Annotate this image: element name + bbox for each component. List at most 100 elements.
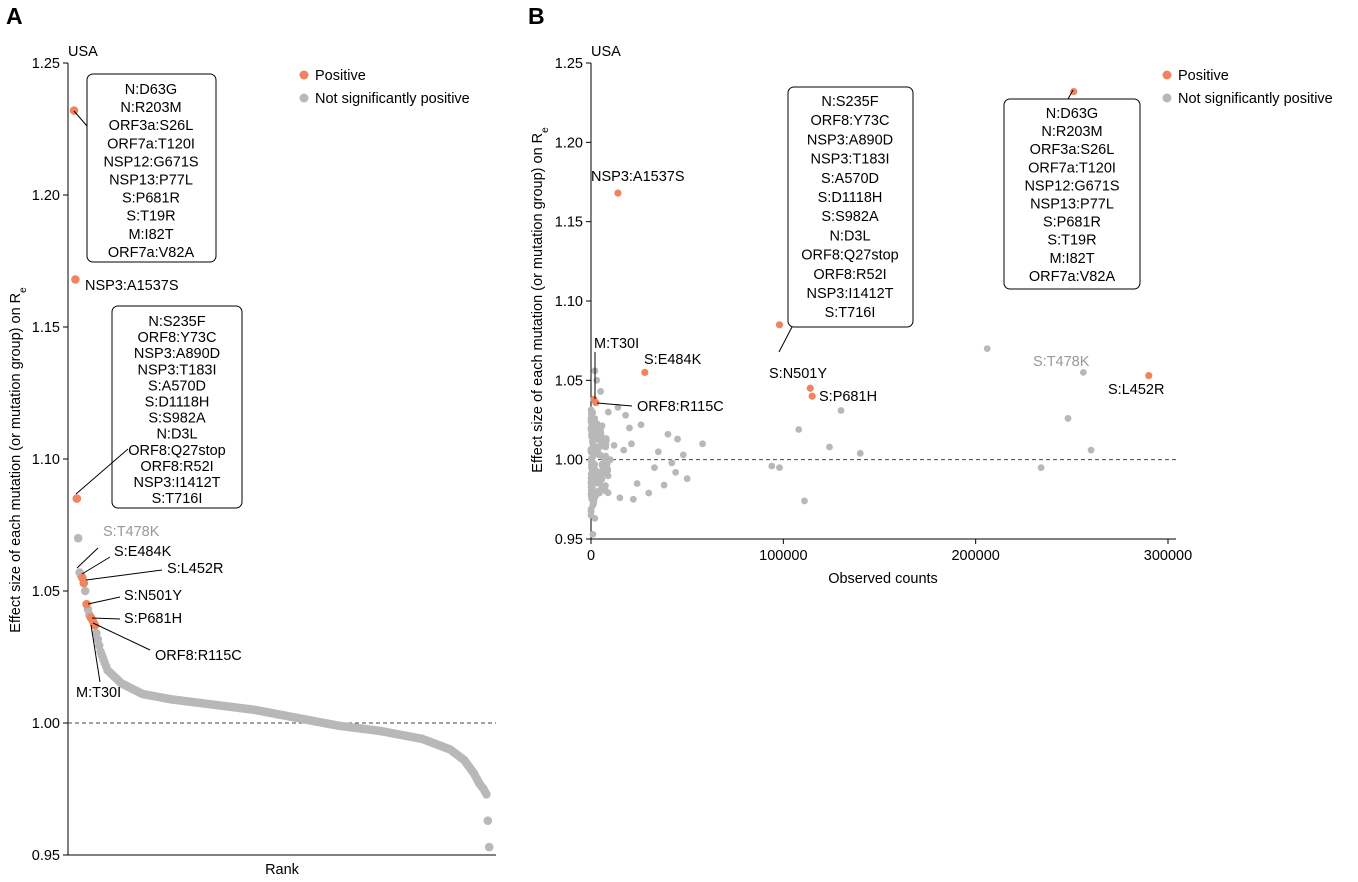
panel-b-y-tick-label: 1.15 [555, 215, 583, 231]
panel-b-y-ticks: 0.95 1.00 1.05 1.10 1.15 1.20 1.25 [555, 56, 591, 548]
panel-a-y-axis-title-main: Effect size of each mutation (or mutatio… [8, 293, 24, 633]
panel-b-gray-point [633, 480, 641, 487]
panel-a-y-tick-label: 1.15 [32, 320, 60, 336]
panel-b-gray-point [606, 456, 614, 464]
panel-b-box2-line: N:S235F [821, 94, 878, 110]
panel-b-box1-line: N:R203M [1041, 124, 1102, 140]
panel-b-legend-positive-marker [1162, 70, 1172, 80]
panel-b-y-tick-label: 1.05 [555, 373, 583, 389]
panel-b-y-tick-label: 1.20 [555, 135, 583, 151]
panel-a-y-axis-title-sub: e [18, 287, 29, 293]
panel-b-label-t30i: M:T30I [594, 336, 639, 352]
panel-b-gray-point [856, 449, 864, 457]
panel-a-y-tick-label: 1.25 [32, 56, 60, 72]
panel-b-box2-line: N:D3L [829, 228, 870, 244]
panel-a-positive-point [69, 106, 79, 115]
panel-b-y-tick-label: 1.25 [555, 56, 583, 72]
panel-b-gray-point [660, 481, 668, 489]
panel-a-box2 [111, 305, 243, 509]
panel-a-positive-points [69, 106, 100, 630]
panel-b-box1-line: ORF7a:V82A [1029, 269, 1116, 285]
panel-b-x-tick-label: 0 [587, 548, 595, 564]
panel-b-cluster-point [587, 406, 595, 414]
panel-b-positive-point [614, 189, 622, 197]
panel-b-gray-point [616, 494, 624, 502]
panel-b-cluster-point [587, 479, 595, 486]
panel-a-y-tick-label: 1.05 [32, 584, 60, 600]
panel-b-gray-point [593, 376, 601, 384]
panel-b-positive-point [1070, 87, 1078, 96]
panel-b-leader-r115c [596, 402, 633, 407]
panel-b-gray-point [637, 421, 645, 429]
panel-a-positive-point [71, 275, 80, 284]
panel-b-box1-line: S:T19R [1047, 233, 1096, 249]
panel-b-box1-line: M:I82T [1049, 251, 1094, 267]
panel-b-gray-point [664, 430, 672, 438]
panel-b-box1-line: ORF7a:T120I [1028, 160, 1116, 176]
panel-a-tail-point [483, 816, 493, 825]
panel-b-cluster-point [592, 489, 600, 497]
panel-b-gray-point [626, 424, 633, 432]
panel-b-box2-line: ORF8:R52I [813, 267, 886, 283]
panel-b-legend-not-significant: Not significantly positive [1178, 91, 1333, 107]
panel-a-box2-line: ORF8:Q27stop [128, 443, 226, 459]
panel-b-y-axis-title: Effect size of each mutation (or mutatio… [530, 127, 551, 473]
panel-b-positive-point [806, 384, 814, 392]
panel-a-box2-line: S:T716I [152, 491, 203, 507]
panel-b-label-p681h: S:P681H [819, 389, 877, 405]
panel-b-gray-point [654, 448, 662, 456]
panel-a-box1-line: S:P681R [122, 191, 180, 207]
panel-a-box2-line: S:A570D [148, 378, 206, 394]
panel-a-y-tick-label: 0.95 [32, 848, 60, 864]
panel-a-leader-n501y [87, 596, 121, 605]
panel-b-cluster-point [602, 452, 610, 460]
panel-b-gray-point [591, 514, 599, 522]
panel-b-cluster-point [592, 420, 600, 428]
panel-b-gray-point [1079, 369, 1087, 376]
panel-a-box1-line: S:T19R [126, 209, 175, 225]
panel-b-gray-point [768, 462, 776, 470]
panel-a-positive-point [72, 494, 82, 503]
panel-a-box1-line: ORF3a:S26L [109, 118, 194, 134]
panel-a-box2-lines: N:S235FORF8:Y73CNSP3:A890DNSP3:T183IS:A5… [128, 314, 226, 507]
panel-b-gray-point [668, 459, 676, 467]
panel-b-gray-point [826, 443, 833, 451]
panel-b-gray-point [597, 388, 605, 395]
panel-a-box1-line: M:I82T [128, 227, 173, 243]
panel-b-label-l452r: S:L452R [1108, 382, 1164, 398]
panel-a-label-e484k: S:E484K [114, 544, 172, 560]
panel-a-legend-positive-marker [299, 70, 309, 80]
panel-b-gray-point [683, 475, 691, 483]
panel-b-gray-point [672, 468, 680, 476]
panel-a-box1-line: ORF7a:T120I [107, 136, 195, 152]
panel-a-box2-line: NSP3:T183I [138, 362, 217, 378]
panel-a-y-tick-label: 1.10 [32, 452, 60, 468]
panel-b-positive-point [641, 368, 649, 376]
panel-b-box1-leader [1067, 89, 1074, 100]
panel-b-cluster-point [587, 505, 595, 513]
panel-a-leader-e484k [81, 556, 111, 575]
panel-a-box2-line: S:S982A [148, 411, 206, 427]
panel-b-gray-point [776, 464, 783, 471]
panel-a-letter: A [6, 3, 23, 29]
panel-a-gray-point [73, 533, 83, 543]
panel-b-gray-point [599, 467, 606, 475]
panel-b-gray-point [1037, 464, 1045, 471]
panel-b-y-axis-title-sub: e [540, 127, 551, 133]
panel-b-cluster-point [598, 462, 606, 469]
panel-a-box2-line: N:D3L [156, 427, 197, 443]
panel-b-gray-point [1064, 415, 1072, 422]
panel-b-y-axis-title-main: Effect size of each mutation (or mutatio… [530, 133, 546, 473]
panel-b-cluster-point [597, 429, 605, 437]
panel-b-positive-point [808, 392, 816, 400]
panel-b-box1-line: N:D63G [1046, 106, 1098, 122]
panel-b-gray-point [629, 495, 637, 503]
panel-b-legend-ns-marker [1162, 93, 1172, 103]
panel-b-box2-line: NSP3:I1412T [806, 286, 893, 302]
panel-b-box1-line: S:P681R [1043, 215, 1101, 231]
panel-b-gray-points [587, 345, 1095, 538]
panel-b-box2-line: S:D1118H [818, 190, 883, 206]
panel-b-box1 [1003, 98, 1141, 290]
panel-a-box1-line: ORF7a:V82A [108, 245, 195, 261]
